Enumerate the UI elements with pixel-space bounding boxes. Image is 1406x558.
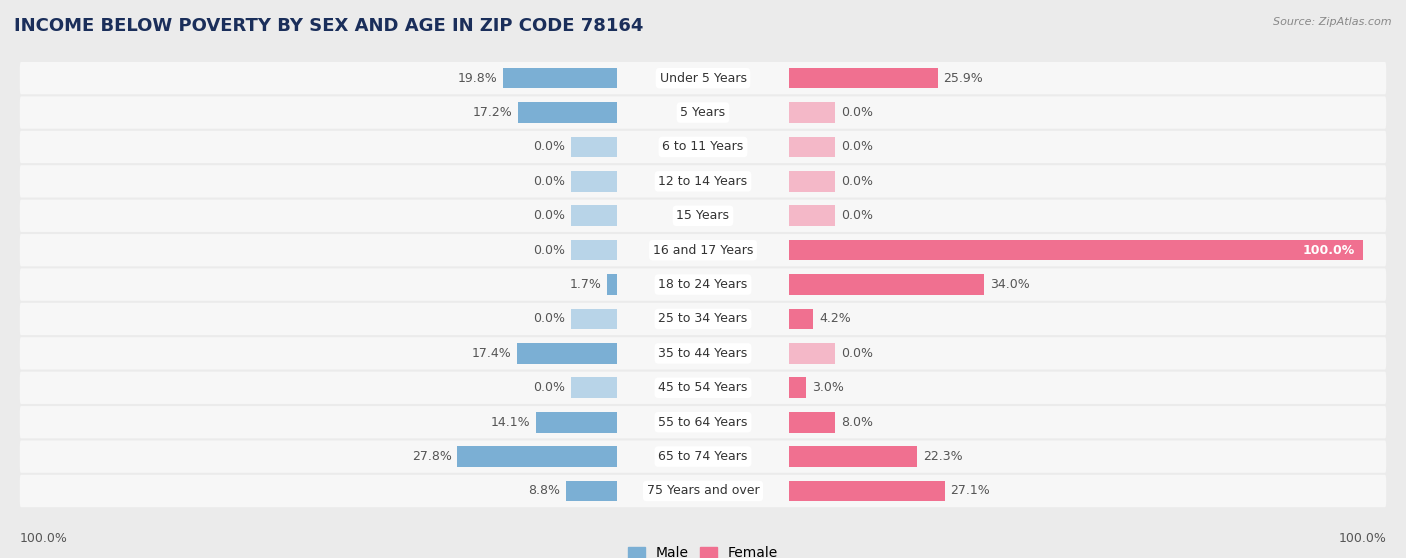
FancyBboxPatch shape (20, 131, 1386, 163)
Text: 0.0%: 0.0% (533, 175, 565, 188)
FancyBboxPatch shape (20, 62, 1386, 94)
Text: 8.0%: 8.0% (841, 416, 873, 429)
Bar (789, 171, 835, 192)
Bar (789, 412, 835, 432)
Text: 17.4%: 17.4% (471, 347, 512, 360)
Text: 16 and 17 Years: 16 and 17 Years (652, 244, 754, 257)
Text: 0.0%: 0.0% (841, 106, 873, 119)
Bar (789, 446, 917, 467)
FancyBboxPatch shape (20, 97, 1386, 129)
Bar (571, 377, 617, 398)
Text: 34.0%: 34.0% (990, 278, 1029, 291)
Bar (607, 275, 617, 295)
Text: 4.2%: 4.2% (818, 312, 851, 325)
Text: 0.0%: 0.0% (533, 244, 565, 257)
Bar (789, 309, 813, 329)
Bar (789, 275, 984, 295)
Text: 3.0%: 3.0% (813, 381, 844, 395)
Text: 0.0%: 0.0% (533, 312, 565, 325)
Text: 12 to 14 Years: 12 to 14 Years (658, 175, 748, 188)
Text: INCOME BELOW POVERTY BY SEX AND AGE IN ZIP CODE 78164: INCOME BELOW POVERTY BY SEX AND AGE IN Z… (14, 17, 644, 35)
FancyBboxPatch shape (20, 372, 1386, 404)
Text: 0.0%: 0.0% (841, 347, 873, 360)
Text: 100.0%: 100.0% (20, 532, 67, 545)
Text: 0.0%: 0.0% (533, 381, 565, 395)
FancyBboxPatch shape (20, 234, 1386, 266)
Bar (789, 343, 835, 364)
Text: 0.0%: 0.0% (533, 141, 565, 153)
Legend: Male, Female: Male, Female (623, 541, 783, 558)
Text: 0.0%: 0.0% (841, 141, 873, 153)
Bar (789, 102, 835, 123)
Text: 25.9%: 25.9% (943, 71, 983, 85)
Text: 65 to 74 Years: 65 to 74 Years (658, 450, 748, 463)
FancyBboxPatch shape (20, 303, 1386, 335)
Text: 17.2%: 17.2% (472, 106, 512, 119)
Text: 45 to 54 Years: 45 to 54 Years (658, 381, 748, 395)
Text: Source: ZipAtlas.com: Source: ZipAtlas.com (1274, 17, 1392, 27)
FancyBboxPatch shape (20, 200, 1386, 232)
Bar (571, 137, 617, 157)
Bar (571, 171, 617, 192)
Bar (517, 343, 617, 364)
FancyBboxPatch shape (20, 165, 1386, 198)
Bar (789, 205, 835, 226)
Bar (457, 446, 617, 467)
Text: 5 Years: 5 Years (681, 106, 725, 119)
Text: 15 Years: 15 Years (676, 209, 730, 222)
Text: 25 to 34 Years: 25 to 34 Years (658, 312, 748, 325)
Bar (571, 240, 617, 261)
Text: 100.0%: 100.0% (1339, 532, 1386, 545)
Text: 100.0%: 100.0% (1302, 244, 1354, 257)
Bar (789, 377, 807, 398)
Text: 0.0%: 0.0% (533, 209, 565, 222)
FancyBboxPatch shape (20, 440, 1386, 473)
Bar (567, 480, 617, 501)
Text: 75 Years and over: 75 Years and over (647, 484, 759, 498)
Bar (536, 412, 617, 432)
Text: 8.8%: 8.8% (529, 484, 561, 498)
Bar (789, 68, 938, 89)
Bar (789, 240, 1364, 261)
Bar (503, 68, 617, 89)
Text: 35 to 44 Years: 35 to 44 Years (658, 347, 748, 360)
Text: 14.1%: 14.1% (491, 416, 530, 429)
Text: 22.3%: 22.3% (922, 450, 963, 463)
Text: 55 to 64 Years: 55 to 64 Years (658, 416, 748, 429)
Text: 0.0%: 0.0% (841, 209, 873, 222)
Text: 1.7%: 1.7% (569, 278, 602, 291)
Text: 6 to 11 Years: 6 to 11 Years (662, 141, 744, 153)
FancyBboxPatch shape (20, 337, 1386, 369)
Bar (789, 137, 835, 157)
Text: 27.1%: 27.1% (950, 484, 990, 498)
FancyBboxPatch shape (20, 406, 1386, 439)
FancyBboxPatch shape (20, 268, 1386, 301)
Bar (571, 309, 617, 329)
Text: 0.0%: 0.0% (841, 175, 873, 188)
Bar (571, 205, 617, 226)
Text: 19.8%: 19.8% (458, 71, 498, 85)
Text: 18 to 24 Years: 18 to 24 Years (658, 278, 748, 291)
Bar (519, 102, 617, 123)
Text: 27.8%: 27.8% (412, 450, 451, 463)
FancyBboxPatch shape (20, 475, 1386, 507)
Bar (789, 480, 945, 501)
Text: Under 5 Years: Under 5 Years (659, 71, 747, 85)
